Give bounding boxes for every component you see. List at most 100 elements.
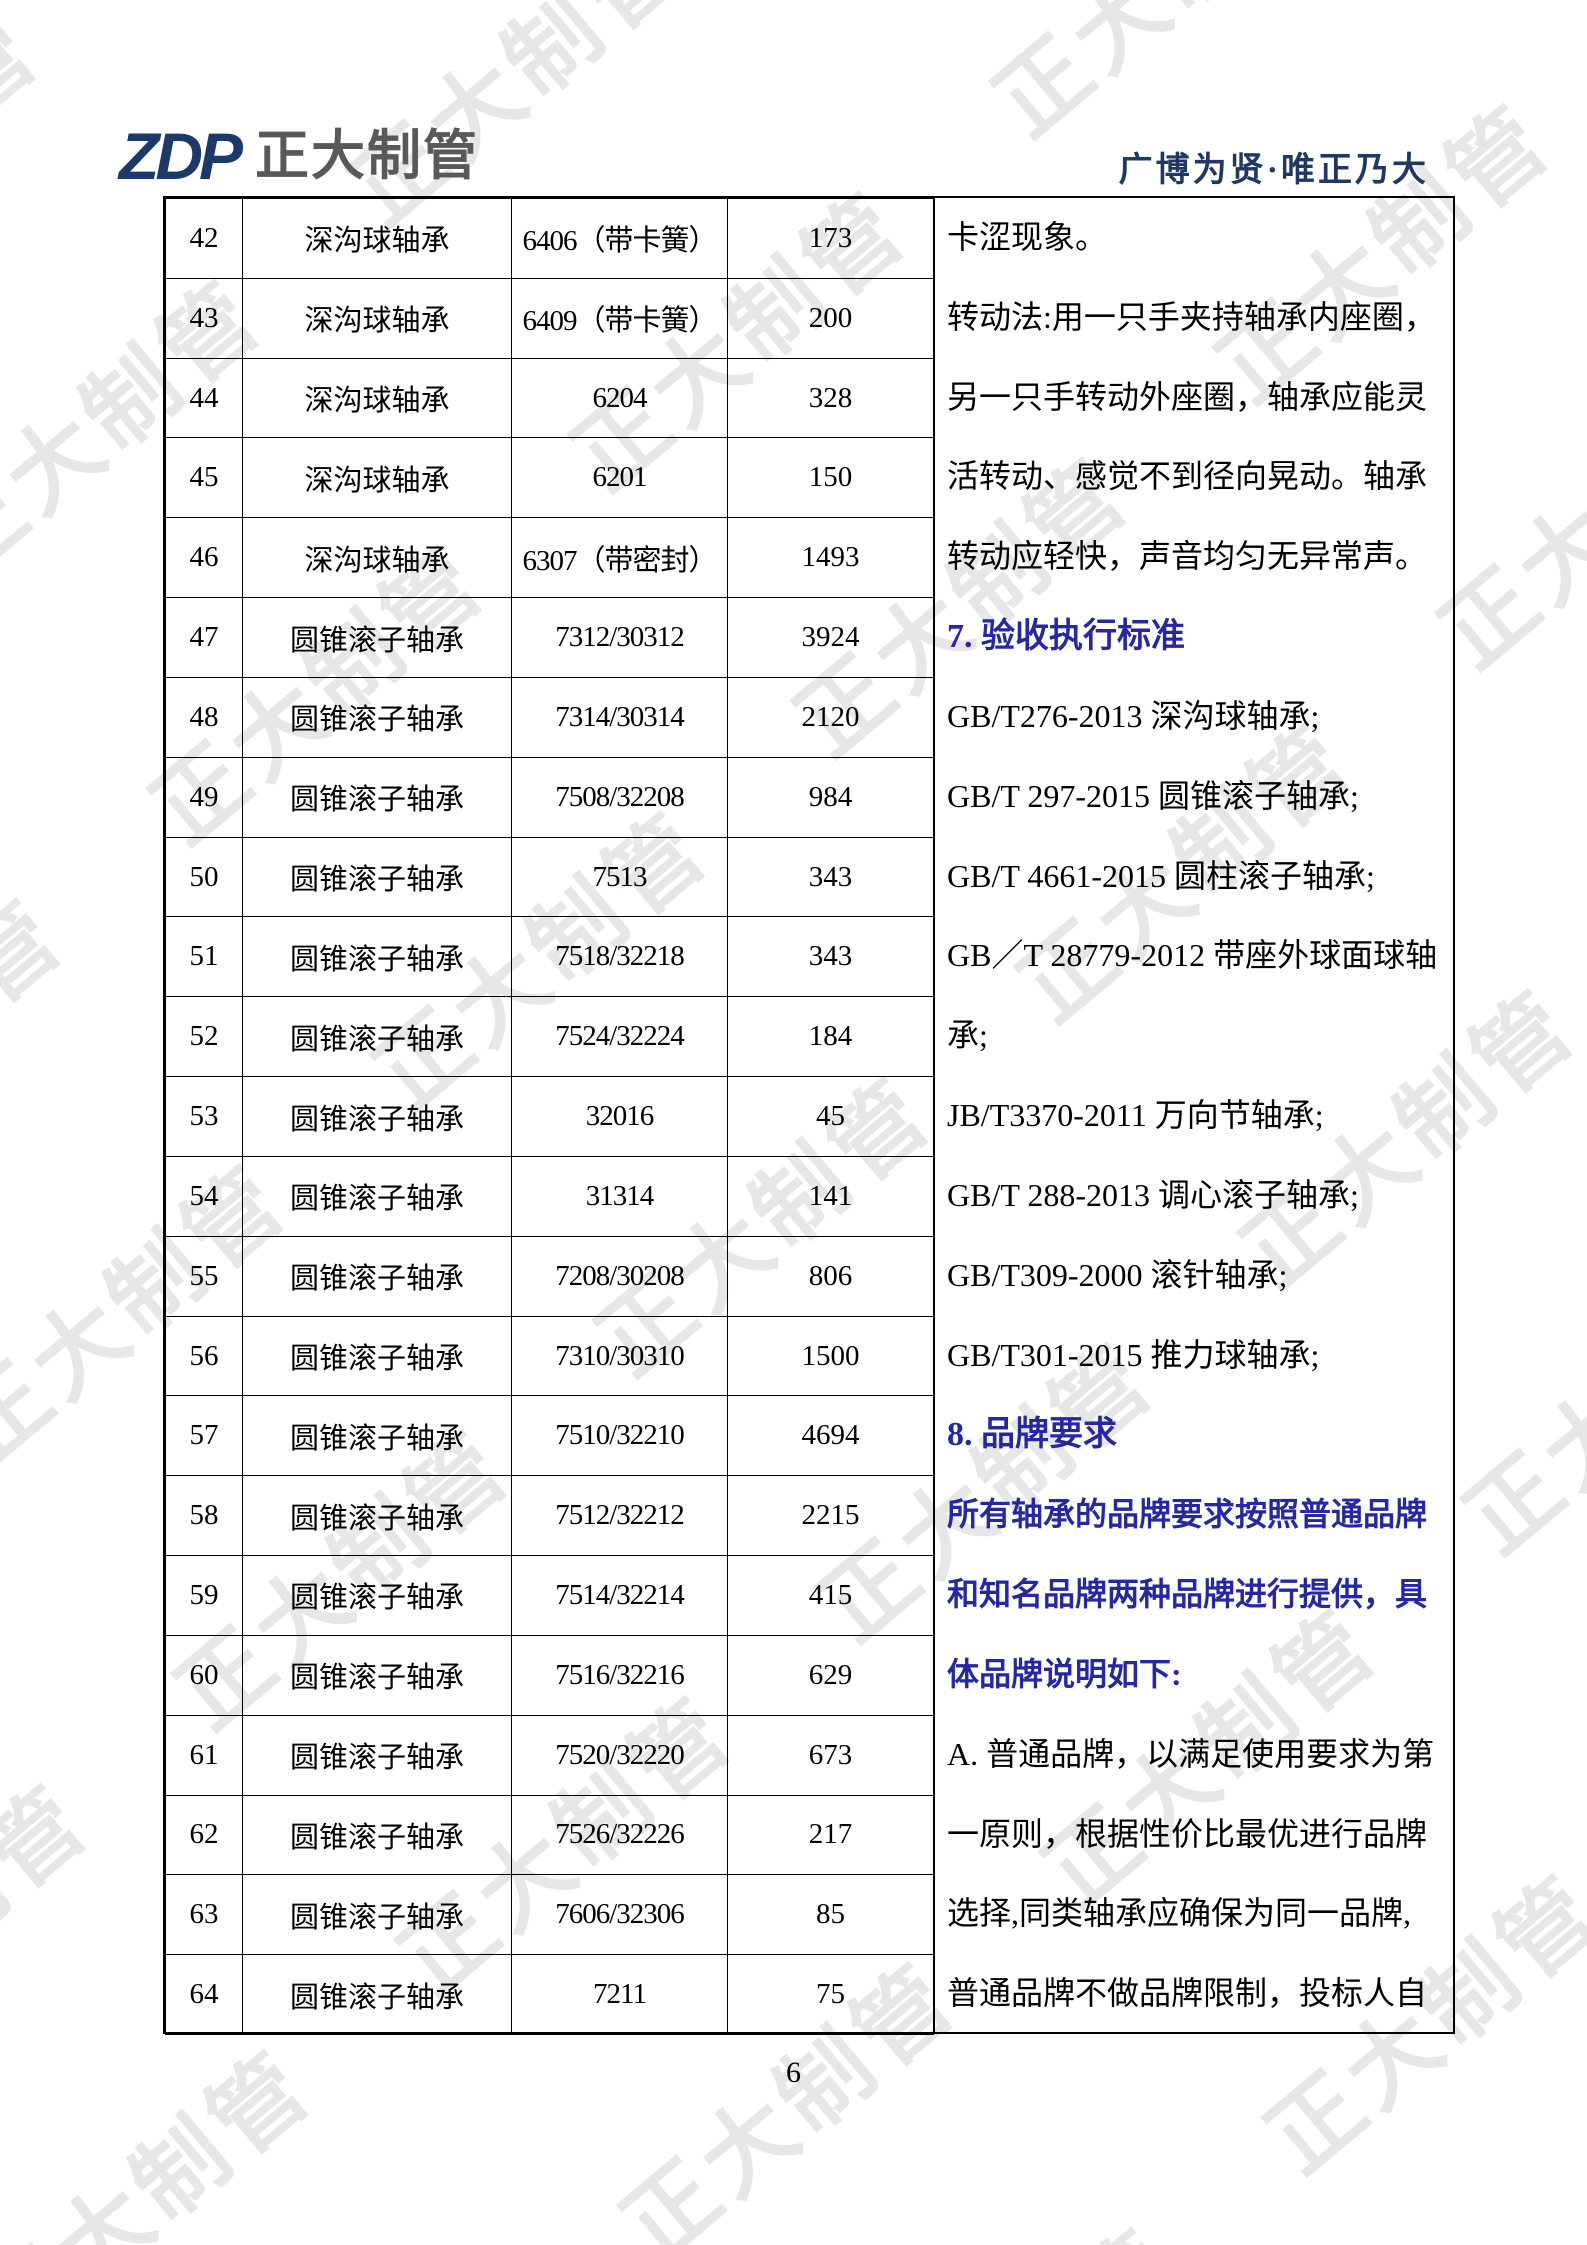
table-cell-no: 42 [165,198,243,279]
table-cell-no: 44 [165,357,243,439]
table-cell-model: 32016 [511,1076,728,1157]
note-line: 普通品牌不做品牌限制，投标人自 [947,1975,1428,2012]
table-cell-type: 圆锥滚子轴承 [242,597,512,678]
table-cell-type: 圆锥滚子轴承 [242,1235,512,1317]
table-cell-qty: 173 [727,198,934,279]
table-row: 64 圆锥滚子轴承 7211 75 [165,1954,934,2036]
table-cell-no: 55 [165,1235,243,1317]
bearing-items-grid: 42 深沟球轴承 6406（带卡簧） 173 43 深沟球轴承 6409（带卡簧） 200 44… [165,198,934,2036]
table-cell-type: 圆锥滚子轴承 [242,996,512,1078]
note-line: 转动应轻快，声音均匀无异常声。 [947,538,1428,575]
table-cell-qty: 75 [727,1954,934,2036]
table-cell-type: 圆锥滚子轴承 [242,1076,512,1157]
table-cell-type: 圆锥滚子轴承 [242,1395,512,1477]
table-cell-type: 圆锥滚子轴承 [242,1794,512,1876]
table-cell-model: 7208/30208 [511,1235,728,1317]
table-cell-type: 圆锥滚子轴承 [242,916,512,998]
table-row: 50 圆锥滚子轴承 7513 343 [165,836,934,918]
table-cell-qty: 343 [727,836,934,918]
watermark-text: 正大制管 [976,0,1348,156]
table-cell-type: 深沟球轴承 [242,198,512,279]
note-line: 一原则，根据性价比最优进行品牌 [947,1815,1428,1852]
table-row: 45 深沟球轴承 6201 150 [165,437,934,519]
table-cell-qty: 2120 [727,676,934,758]
table-cell-no: 58 [165,1475,243,1557]
note-line: 活转动、感觉不到径向晃动。轴承 [947,458,1428,495]
table-row: 62 圆锥滚子轴承 7526/32226 217 [165,1794,934,1876]
note-line: 承; [947,1017,988,1054]
table-cell-model: 7526/32226 [511,1794,728,1876]
table-row: 46 深沟球轴承 6307（带密封） 1493 [165,517,934,599]
table-cell-model: 31314 [511,1155,728,1237]
table-cell-qty: 217 [727,1794,934,1876]
table-cell-qty: 343 [727,916,934,998]
table-cell-model: 7211 [511,1954,728,2036]
table-cell-qty: 45 [727,1076,934,1157]
note-line: 卡涩现象。 [947,219,1108,255]
table-cell-no: 60 [165,1634,243,1716]
table-cell-type: 圆锥滚子轴承 [242,676,512,758]
table-cell-type: 圆锥滚子轴承 [242,1155,512,1237]
table-cell-no: 43 [165,277,243,359]
table-cell-model: 7516/32216 [511,1634,728,1716]
table-row: 52 圆锥滚子轴承 7524/32224 184 [165,996,934,1078]
table-cell-type: 圆锥滚子轴承 [242,756,512,838]
note-line: GB/T276-2013 深沟球轴承; [947,697,1320,734]
table-cell-no: 62 [165,1794,243,1876]
table-cell-model: 7524/32224 [511,996,728,1078]
table-cell-model: 7314/30314 [511,676,728,758]
table-cell-model: 7312/30312 [511,597,728,678]
company-logo: ZDP 正大制管 [119,119,479,193]
logo-zdp-mark: ZDP [119,119,243,193]
table-row: 57 圆锥滚子轴承 7510/32210 4694 [165,1395,934,1477]
note-line: GB/T 288-2013 调心滚子轴承; [947,1176,1359,1213]
table-cell-qty: 2215 [727,1475,934,1557]
table-cell-model: 7520/32220 [511,1714,728,1796]
table-cell-type: 深沟球轴承 [242,437,512,519]
table-cell-model: 7310/30310 [511,1315,728,1397]
table-cell-type: 圆锥滚子轴承 [242,1315,512,1397]
table-cell-qty: 415 [727,1555,934,1636]
table-row: 44 深沟球轴承 6204 328 [165,357,934,439]
table-cell-qty: 1500 [727,1315,934,1397]
note-line: 选择,同类轴承应确保为同一品牌, [947,1895,1412,1932]
table-cell-model: 6406（带卡簧） [511,198,728,279]
table-cell-qty: 328 [727,357,934,439]
table-cell-qty: 200 [727,277,934,359]
table-row: 55 圆锥滚子轴承 7208/30208 806 [165,1235,934,1317]
table-row: 61 圆锥滚子轴承 7520/32220 673 [165,1714,934,1796]
table-cell-qty: 1493 [727,517,934,599]
watermark-text: 正大制管 [827,2210,1199,2245]
table-cell-no: 49 [165,756,243,838]
table-cell-type: 圆锥滚子轴承 [242,1555,512,1636]
logo-company-name: 正大制管 [255,126,479,186]
table-cell-model: 7518/32218 [511,916,728,998]
table-cell-type: 圆锥滚子轴承 [242,1714,512,1796]
watermark-text: 正大制管 [1472,2123,1587,2245]
table-cell-no: 56 [165,1315,243,1397]
table-cell-model: 7606/32306 [511,1874,728,1956]
table-cell-qty: 184 [727,996,934,1078]
section-heading: 8. 品牌要求 [947,1416,1117,1454]
note-line: GB/T301-2015 推力球轴承; [947,1336,1320,1373]
note-line: 所有轴承的品牌要求按照普通品牌 [947,1496,1428,1533]
watermark-text: 正大制管 [0,881,85,1217]
table-cell-no: 48 [165,676,243,758]
table-cell-model: 7508/32208 [511,756,728,838]
table-cell-model: 6307（带密封） [511,517,728,599]
note-line: GB/T 297-2015 圆锥滚子轴承; [947,777,1359,814]
table-cell-no: 47 [165,597,243,678]
table-cell-no: 63 [165,1874,243,1956]
table-row: 56 圆锥滚子轴承 7310/30310 1500 [165,1315,934,1397]
table-row: 63 圆锥滚子轴承 7606/32306 85 [165,1874,934,1956]
table-cell-qty: 629 [727,1634,934,1716]
table-row: 48 圆锥滚子轴承 7314/30314 2120 [165,676,934,758]
table-cell-qty: 141 [727,1155,934,1237]
table-cell-model: 7513 [511,836,728,918]
table-cell-no: 53 [165,1076,243,1157]
table-cell-no: 50 [165,836,243,918]
table-cell-model: 6409（带卡簧） [511,277,728,359]
table-row: 51 圆锥滚子轴承 7518/32218 343 [165,916,934,998]
table-cell-type: 深沟球轴承 [242,277,512,359]
note-line: GB/T 4661-2015 圆柱滚子轴承; [947,857,1375,894]
